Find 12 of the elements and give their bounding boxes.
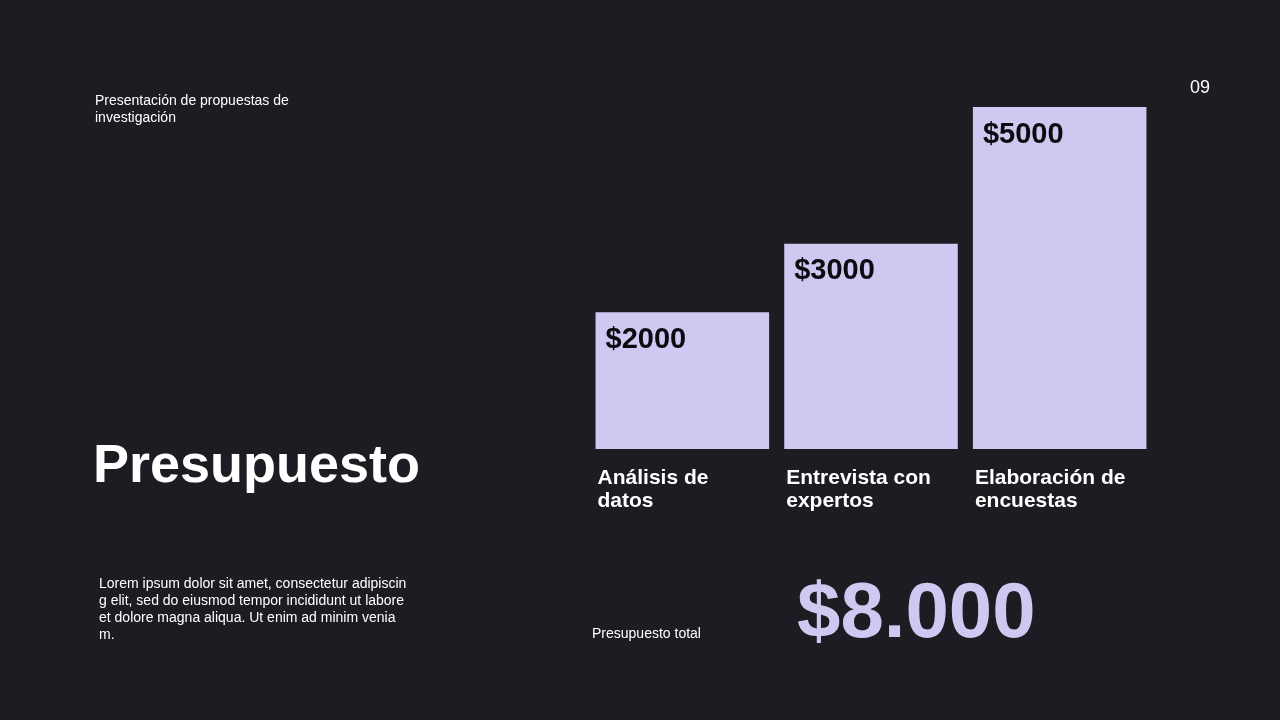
x-tick-label: Entrevista con expertos — [786, 465, 931, 512]
text: Presupuesto total — [592, 625, 701, 641]
text: $8.000 — [797, 565, 1036, 656]
data-label: $2000 — [605, 321, 687, 354]
x-tick-label: Análisis de datos — [597, 465, 709, 512]
text: Presentación de propuestas de investigación — [95, 92, 290, 126]
text: Lorem ipsum dolor sit amet, consectetur adipiscing elit, sed do eiusmod tempor incididunt ut labore et dolore magna aliqua. Ut enim ad minim veniam. — [99, 575, 408, 643]
x-tick-label: Elaboración de encuestas — [974, 465, 1126, 512]
text: 09 — [1190, 77, 1212, 98]
data-label: $3000 — [794, 253, 875, 286]
text: Presupuesto — [93, 432, 421, 494]
data-label: $5000 — [982, 116, 1064, 149]
